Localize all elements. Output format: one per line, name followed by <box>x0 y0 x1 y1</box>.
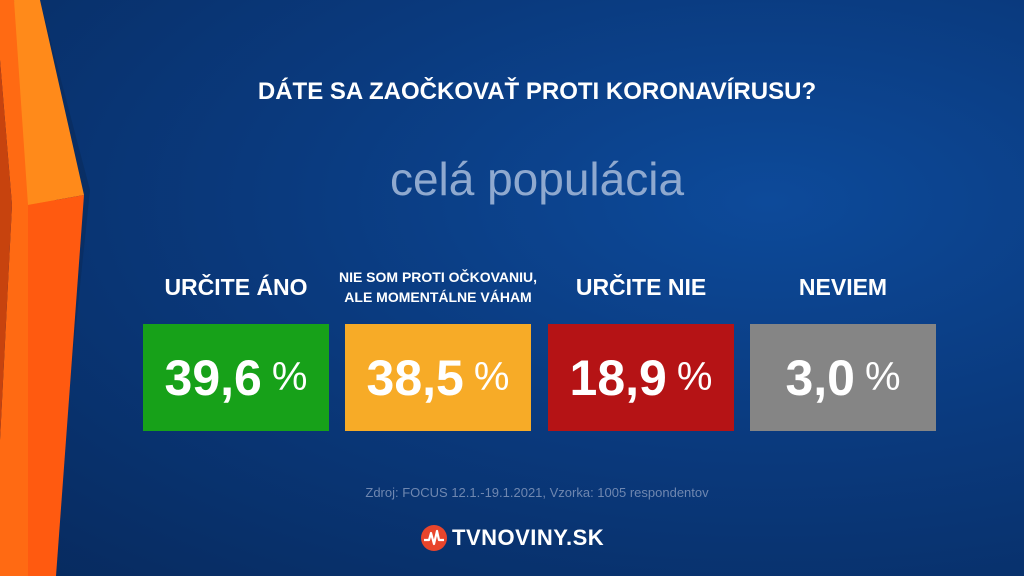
orange-chevron-decoration <box>0 0 90 576</box>
percent-sign: % <box>864 355 901 399</box>
category-label-line: ALE MOMENTÁLNE VÁHAM <box>344 289 532 305</box>
category-label-line: NIE SOM PROTI OČKOVANIU, <box>338 269 538 285</box>
value-box: 39,6% <box>143 324 329 431</box>
result-tile: URČITE NIE 18,9% <box>548 262 734 432</box>
value-box: 18,9% <box>548 324 734 431</box>
value-label: 18,9 <box>569 349 667 406</box>
category-label: URČITE NIE <box>528 262 754 312</box>
category-label: URČITE ÁNO <box>123 262 349 312</box>
category-label-line: NEVIEM <box>798 273 888 300</box>
category-label: NIE SOM PROTI OČKOVANIU, ALE MOMENTÁLNE V… <box>325 262 551 312</box>
source-note: Zdroj: FOCUS 12.1.-19.1.2021, Vzorka: 10… <box>365 485 709 500</box>
category-label-line: URČITE ÁNO <box>164 273 308 300</box>
tvnoviny-logo-icon <box>421 525 447 551</box>
value-box: 3,0% <box>750 324 936 431</box>
result-tile: NIE SOM PROTI OČKOVANIU, ALE MOMENTÁLNE V… <box>339 262 537 432</box>
category-label: NEVIEM <box>730 262 956 312</box>
result-tile: NEVIEM 3,0% <box>750 262 936 432</box>
result-tile: URČITE ÁNO 39,6% <box>143 262 329 432</box>
chart-subtitle: celá populácia <box>389 153 685 205</box>
value-label: 3,0 <box>785 349 855 406</box>
value-label: 39,6 <box>164 349 262 406</box>
percent-sign: % <box>473 355 510 399</box>
category-label-line: URČITE NIE <box>575 273 707 300</box>
value-label: 38,5 <box>366 349 464 406</box>
brand-text: TVNOVINY.SK <box>452 525 605 550</box>
brand-logo: TVNOVINY.SK <box>420 524 604 552</box>
percent-sign: % <box>271 355 308 399</box>
chart-title: DÁTE SA ZAOČKOVAŤ PROTI KORONAVÍRUSU? <box>257 78 817 105</box>
value-box: 38,5% <box>345 324 531 431</box>
percent-sign: % <box>676 355 713 399</box>
